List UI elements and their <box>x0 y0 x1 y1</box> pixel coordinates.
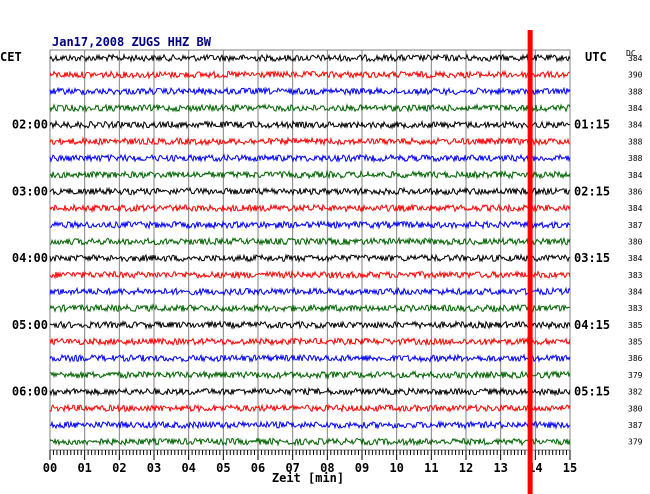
right-hour-label: 05:15 <box>574 385 610 399</box>
left-hour-label: 03:00 <box>12 184 48 198</box>
right-hour-label: 03:15 <box>574 251 610 265</box>
right-hour-label: 02:15 <box>574 184 610 198</box>
dc-offset-label: 382 <box>628 388 643 397</box>
seismic-trace <box>49 420 571 430</box>
right-hour-label: 04:15 <box>574 318 610 332</box>
seismic-trace <box>49 269 571 280</box>
x-tick-label: 02 <box>112 461 126 475</box>
dc-offset-label: 387 <box>628 421 643 430</box>
seismic-trace <box>49 386 571 397</box>
seismic-trace <box>49 119 571 130</box>
x-tick-label: 03 <box>147 461 161 475</box>
seismic-trace <box>49 319 571 331</box>
x-axis-label: Zeit [min] <box>272 471 344 485</box>
left-hour-label: 06:00 <box>12 385 48 399</box>
dc-offset-label: 380 <box>628 404 643 413</box>
dc-offset-label: 384 <box>628 288 643 297</box>
x-tick-label: 09 <box>355 461 369 475</box>
seismic-trace <box>49 303 571 314</box>
right-timezone-label: UTC <box>585 50 607 64</box>
dc-offset-label: 380 <box>628 237 643 246</box>
dc-offset-label: 390 <box>628 71 643 80</box>
x-tick-label: 13 <box>493 461 507 475</box>
seismic-trace <box>49 353 571 364</box>
x-tick-label: 10 <box>389 461 403 475</box>
dc-offset-label: 385 <box>628 338 643 347</box>
seismic-trace <box>49 403 571 414</box>
right-hour-label: 01:15 <box>574 118 610 132</box>
x-tick-label: 01 <box>77 461 91 475</box>
x-tick-label: 08 <box>320 461 334 475</box>
left-hour-label: 05:00 <box>12 318 48 332</box>
x-axis: 00 01 02 03 04 05 06 07 08 09 10 11 12 13 14 15 <box>43 450 577 475</box>
dc-offset-label: 384 <box>628 54 643 63</box>
x-tick-label: 00 <box>43 461 57 475</box>
seismic-trace <box>49 86 571 97</box>
x-tick-label: 06 <box>251 461 265 475</box>
seismic-trace <box>49 370 571 380</box>
seismic-trace <box>50 219 571 230</box>
seismic-trace <box>49 136 571 147</box>
x-tick-label: 04 <box>181 461 195 475</box>
x-tick-label: 15 <box>563 461 577 475</box>
dc-offset-label: 384 <box>628 104 643 113</box>
seismic-trace <box>49 236 571 247</box>
seismic-trace <box>49 52 571 63</box>
dc-offset-label: 385 <box>628 321 643 330</box>
dc-offset-label: 383 <box>628 304 643 313</box>
dc-offset-label: 388 <box>628 154 643 163</box>
x-tick-label: 11 <box>424 461 438 475</box>
seismic-trace <box>49 253 571 264</box>
dc-offset-label: 386 <box>628 354 643 363</box>
seismic-trace <box>49 169 571 180</box>
minute-gridlines <box>84 50 536 450</box>
seismic-trace <box>49 153 571 164</box>
event-marker <box>527 30 533 494</box>
seismic-traces <box>49 52 571 447</box>
seismic-trace <box>49 102 571 113</box>
x-tick-label: 12 <box>459 461 473 475</box>
chart-title: Jan17,2008 ZUGS HHZ BW <box>52 35 212 49</box>
event-marker-line <box>527 30 533 494</box>
left-timezone-label: CET <box>0 50 22 64</box>
seismic-trace <box>49 186 571 197</box>
left-hour-label: 02:00 <box>12 118 48 132</box>
dc-offset-label: 384 <box>628 204 643 213</box>
seismic-trace <box>49 336 571 347</box>
dc-offset-label: 384 <box>628 254 643 263</box>
right-hour-labels: 01:15 02:15 03:15 04:15 05:15 <box>574 118 610 399</box>
seismic-trace <box>49 69 571 80</box>
dc-offset-header: DC <box>626 49 636 58</box>
dc-offset-label: 388 <box>628 137 643 146</box>
dc-offset-label: 388 <box>628 87 643 96</box>
x-tick-label: 07 <box>285 461 299 475</box>
dc-offset-label: 384 <box>628 171 643 180</box>
dc-offset-label: 379 <box>628 438 643 447</box>
seismic-trace <box>49 286 571 297</box>
seismic-trace <box>49 437 571 447</box>
dc-offset-labels: 384 390 388 384 384 388 388 384 386 384 387 380 384 3… <box>628 54 643 447</box>
dc-offset-label: 387 <box>628 221 643 230</box>
dc-offset-label: 379 <box>628 371 643 380</box>
left-hour-label: 04:00 <box>12 251 48 265</box>
left-hour-labels: 02:00 03:00 04:00 05:00 06:00 <box>12 118 48 399</box>
x-tick-label: 05 <box>216 461 230 475</box>
dc-offset-label: 384 <box>628 121 643 130</box>
seismic-trace <box>49 202 571 214</box>
dc-offset-label: 383 <box>628 271 643 280</box>
dc-offset-label: 386 <box>628 187 643 196</box>
